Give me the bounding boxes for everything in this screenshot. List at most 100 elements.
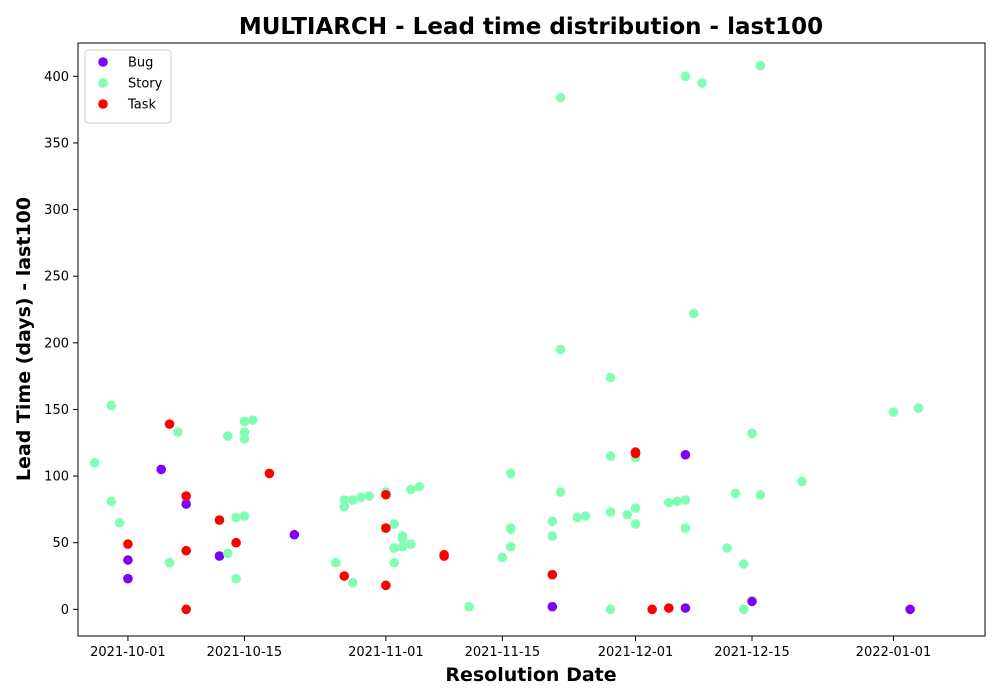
data-point-story [697,78,707,88]
data-point-story [680,495,691,505]
data-point-story [356,492,366,503]
data-point-story [680,523,691,533]
data-point-story [747,428,757,439]
data-point-story [547,531,558,541]
data-point-story [397,533,408,544]
data-point-story [630,519,641,529]
data-point-story [505,468,516,479]
data-point-story [464,601,474,612]
y-tick-label: 200 [44,336,69,351]
data-point-task [381,523,391,533]
data-point-story [414,481,424,492]
y-tick-label: 0 [61,603,69,618]
data-point-story [555,487,566,497]
data-points [89,60,924,615]
data-point-story [231,512,241,523]
data-point-task [181,545,191,556]
legend: Bug Story Task [84,49,172,124]
data-point-story [888,407,899,417]
data-point-story [339,501,350,512]
x-axis-label: Resolution Date [445,664,616,686]
data-point-story [397,541,408,552]
data-point-story [389,543,400,553]
data-point-story [605,604,616,615]
data-point-story [389,557,400,568]
data-point-task [663,603,674,613]
legend-label-task: Task [127,98,157,113]
data-point-story [680,71,691,82]
data-point-bug [905,604,915,615]
data-point-bug [547,601,558,612]
data-point-story [239,427,250,437]
y-tick-label: 150 [44,403,69,418]
data-point-story [406,484,416,495]
data-point-task [381,580,391,591]
legend-label-story: Story [128,77,163,92]
data-point-story [738,604,749,615]
data-point-story [555,344,566,355]
data-point-story [247,415,258,425]
data-point-story [605,451,616,461]
data-point-task [164,419,175,429]
data-point-story [364,491,375,501]
data-point-story [106,496,117,507]
data-point-bug [181,499,191,509]
data-point-story [497,552,508,563]
data-point-story [239,511,250,521]
data-point-bug [123,555,133,565]
data-point-story [331,557,341,568]
x-tick-label: 2021-11-15 [465,645,541,660]
data-point-story [406,539,416,549]
data-point-story [755,489,766,500]
data-point-story [505,541,516,552]
y-tick-label: 400 [44,70,69,85]
data-point-task [547,569,558,580]
data-point-story [722,543,732,553]
data-point-task [264,468,275,479]
y-tick-label: 50 [52,536,69,551]
data-point-bug [747,596,757,607]
data-point-task [231,537,241,548]
data-point-story [114,517,125,528]
data-point-task [339,571,350,581]
data-point-task [181,491,191,501]
legend-marker-task [98,99,108,109]
data-point-task [214,515,225,525]
legend-marker-bug [98,57,108,67]
data-point-story [730,488,741,499]
plot-frame [77,42,986,637]
x-tick-label: 2021-12-01 [598,645,674,660]
series-bug [123,449,915,615]
data-point-story [547,516,558,527]
data-point-story [580,511,591,521]
data-point-story [622,509,632,520]
data-point-story [239,416,250,427]
x-tick-label: 2021-10-15 [207,645,283,660]
data-point-bug [214,551,225,561]
y-axis-label: Lead Time (days) - last100 [13,197,35,481]
data-point-story [347,577,358,588]
x-axis: 2021-10-01 2021-10-15 2021-11-01 2021-11-15… [90,636,931,660]
data-point-story [173,427,183,437]
data-point-story [797,476,807,487]
data-point-task [123,539,133,549]
y-tick-label: 350 [44,136,69,151]
data-point-task [630,448,641,459]
data-point-story [222,548,233,559]
data-point-story [555,92,566,103]
series-task [123,419,674,615]
data-point-story [231,573,241,584]
data-point-story [505,524,516,535]
data-point-bug [156,464,167,475]
data-point-story [89,457,100,468]
data-point-story [630,503,641,513]
y-tick-label: 250 [44,270,69,285]
legend-label-bug: Bug [128,56,153,71]
data-point-story [688,308,699,319]
x-tick-label: 2021-11-01 [348,645,424,660]
data-point-task [181,604,191,615]
data-point-story [605,372,616,383]
data-point-story [913,403,924,413]
y-tick-label: 100 [44,470,69,485]
chart-title: MULTIARCH - Lead time distribution - las… [239,14,823,40]
